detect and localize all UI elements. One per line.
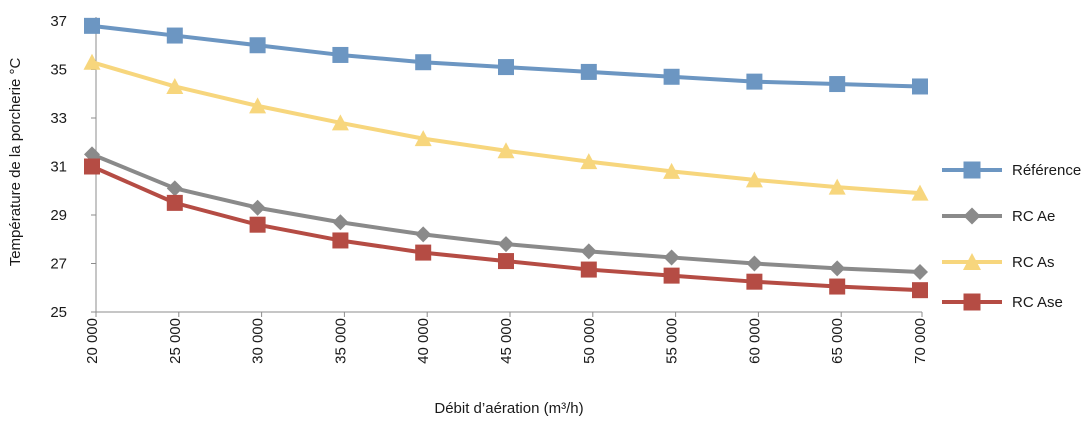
legend: Référence RC Ae RC As RC Ase [942, 161, 1081, 311]
y-axis-title: Température de la porcherie °C [7, 58, 24, 267]
x-tick-label: 35 000 [332, 318, 349, 364]
data-point-rc-as [745, 171, 763, 188]
data-point-rc-ase [332, 232, 349, 249]
x-tick-label: 70 000 [912, 318, 929, 364]
series-rc-as [83, 53, 929, 201]
data-point-rc-ae [663, 249, 680, 266]
y-tick-label: 27 [50, 256, 67, 273]
data-point-rc-ae [84, 146, 100, 163]
data-point-rc-ase [829, 278, 846, 295]
legend-label-rc-ase: RC Ase [1012, 294, 1063, 311]
legend-item-reference: Référence [942, 161, 1081, 179]
data-point-rc-ae [332, 214, 349, 231]
x-tick-label: 40 000 [415, 318, 432, 364]
x-tick-label: 20 000 [84, 318, 101, 364]
data-point-reference [332, 46, 349, 63]
data-point-rc-as [83, 53, 101, 70]
data-point-rc-as [414, 130, 432, 147]
data-point-rc-ase [580, 261, 597, 278]
data-point-rc-ase [84, 158, 100, 175]
data-point-rc-ase [498, 253, 514, 270]
data-point-rc-ae [912, 263, 928, 280]
data-point-reference [415, 54, 432, 71]
data-point-rc-ase [746, 273, 763, 290]
data-point-rc-as [166, 77, 184, 94]
series-layer [83, 17, 929, 299]
data-point-rc-as [828, 178, 846, 195]
data-point-rc-ase [249, 216, 266, 233]
data-point-rc-as [663, 162, 681, 179]
x-tick-label: 25 000 [167, 318, 184, 364]
legend-marker-rc-ae [963, 207, 981, 225]
data-point-rc-ase [912, 282, 928, 299]
y-tick-label: 33 [50, 110, 67, 127]
data-point-rc-ase [415, 244, 432, 261]
data-point-rc-ae [498, 236, 514, 253]
data-point-rc-ae [746, 255, 763, 272]
data-point-rc-ae [166, 180, 183, 197]
y-tick-label: 31 [50, 159, 67, 176]
legend-item-rc-as: RC As [942, 253, 1055, 271]
legend-marker-rc-ase [963, 293, 981, 311]
y-tick-label: 35 [50, 62, 67, 79]
data-point-reference [498, 59, 514, 76]
data-point-reference [580, 63, 597, 80]
data-point-reference [166, 27, 183, 44]
series-reference [84, 17, 928, 95]
data-point-rc-ae [415, 226, 432, 243]
series-rc-ase [84, 158, 928, 299]
y-tick-label: 25 [50, 304, 67, 321]
legend-item-rc-ae: RC Ae [942, 207, 1055, 225]
data-point-rc-ae [249, 199, 266, 216]
data-point-reference [84, 17, 100, 34]
x-axis-title: Débit d’aération (m³/h) [434, 400, 583, 417]
data-point-rc-as [249, 97, 267, 114]
data-point-rc-as [497, 142, 515, 159]
legend-marker-rc-as [963, 253, 981, 270]
legend-label-reference: Référence [1012, 162, 1081, 179]
data-point-reference [912, 78, 928, 95]
x-tick-label: 30 000 [250, 318, 267, 364]
x-tick-label: 50 000 [581, 318, 598, 364]
legend-label-rc-as: RC As [1012, 254, 1055, 271]
data-point-reference [663, 68, 680, 85]
data-point-rc-ae [829, 260, 846, 277]
data-point-rc-ae [580, 243, 597, 260]
series-rc-ae [84, 146, 928, 280]
data-point-reference [829, 76, 846, 93]
data-point-reference [746, 73, 763, 90]
data-point-reference [249, 37, 266, 54]
x-tick-label: 65 000 [829, 318, 846, 364]
x-tick-label: 55 000 [664, 318, 681, 364]
data-point-rc-ase [663, 267, 680, 284]
y-tick-label: 37 [50, 13, 67, 30]
data-point-rc-as [580, 153, 598, 170]
data-point-rc-as [911, 184, 929, 201]
data-point-rc-ase [166, 194, 183, 211]
axes: 25 27 29 31 33 35 37 20 000 25 000 30 000 35 000 40… [50, 13, 929, 364]
x-tick-label: 60 000 [746, 318, 763, 364]
legend-marker-reference [963, 161, 981, 179]
x-tick-label: 45 000 [498, 318, 515, 364]
data-point-rc-as [331, 114, 349, 131]
series-line-reference [91, 23, 921, 89]
legend-label-rc-ae: RC Ae [1012, 208, 1055, 225]
legend-item-rc-ase: RC Ase [942, 293, 1063, 311]
y-tick-label: 29 [50, 207, 67, 224]
